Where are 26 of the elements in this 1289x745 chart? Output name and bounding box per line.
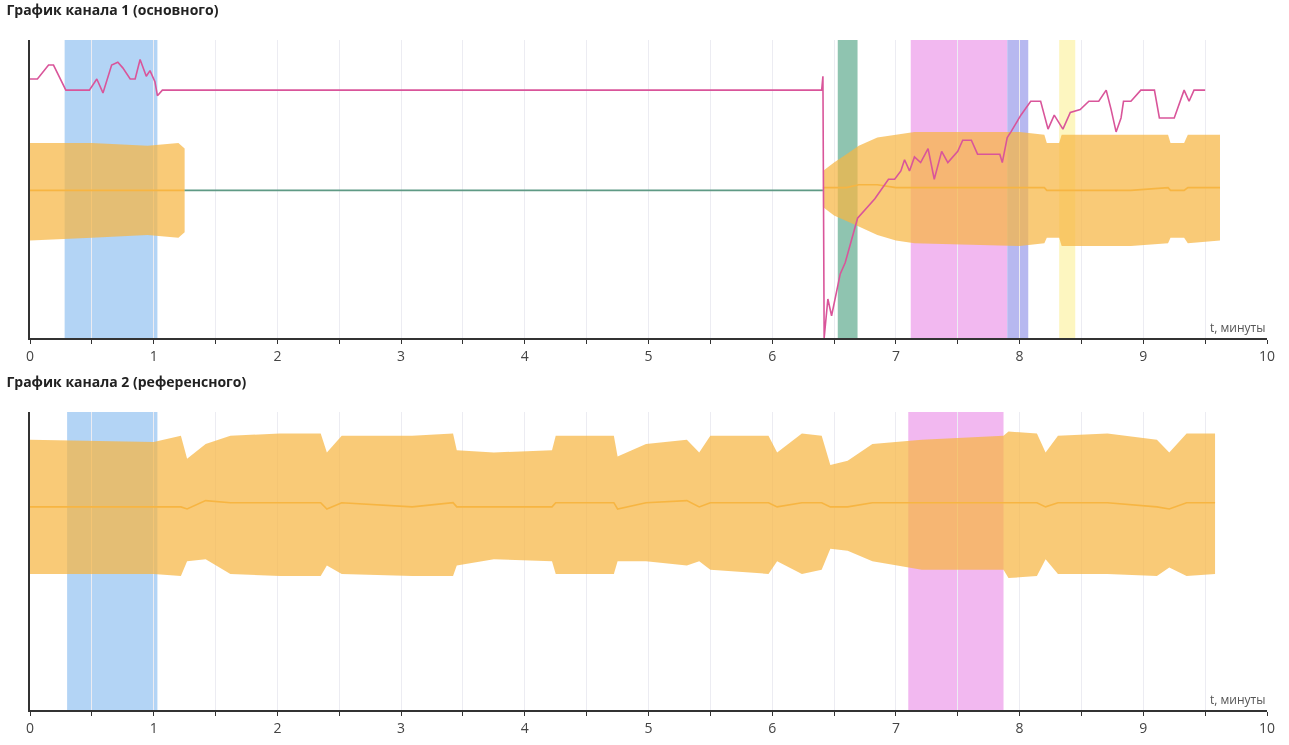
x-axis-title: t, минуты xyxy=(1210,691,1266,708)
x-tick-label: 3 xyxy=(397,345,406,365)
x-tick-label: 10 xyxy=(1258,717,1276,737)
x-tick-label: 2 xyxy=(273,717,282,737)
x-tick-label: 2 xyxy=(273,345,282,365)
x-tick-label: 4 xyxy=(520,345,529,365)
x-tick-label: 6 xyxy=(768,345,777,365)
x-tick-label: 0 xyxy=(25,717,35,737)
x-tick-label: 4 xyxy=(520,717,529,737)
x-tick-label: 1 xyxy=(149,345,158,365)
x-axis-title: t, минуты xyxy=(1210,319,1266,336)
x-tick-label: 8 xyxy=(1015,345,1024,365)
x-tick-label: 6 xyxy=(768,717,777,737)
x-tick-label: 0 xyxy=(25,345,35,365)
x-tick-label: 3 xyxy=(397,717,406,737)
x-tick-label: 9 xyxy=(1139,717,1148,737)
x-tick-label: 8 xyxy=(1015,717,1024,737)
x-tick-label: 9 xyxy=(1139,345,1148,365)
x-tick-label: 5 xyxy=(644,717,653,737)
x-tick-label: 5 xyxy=(644,345,653,365)
x-tick-label: 7 xyxy=(891,717,900,737)
chart-title: График канала 2 (референсного) xyxy=(6,372,247,392)
x-tick-label: 1 xyxy=(149,717,158,737)
chart-title: График канала 1 (основного) xyxy=(6,0,219,20)
x-tick-label: 10 xyxy=(1258,345,1276,365)
x-tick-label: 7 xyxy=(891,345,900,365)
